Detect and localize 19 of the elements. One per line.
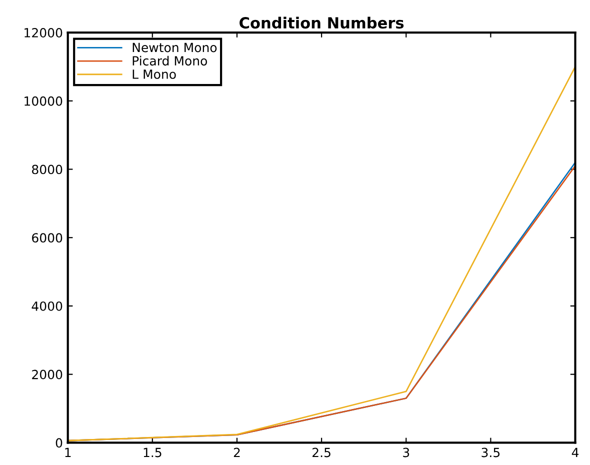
legend-label: Newton Mono bbox=[132, 42, 217, 52]
x-tick-label: 1 bbox=[65, 448, 71, 458]
y-tick-label: 4000 bbox=[32, 301, 62, 311]
legend-label: Picard Mono bbox=[132, 56, 208, 66]
x-tick-label: 1.5 bbox=[144, 448, 162, 458]
x-tick-label: 3 bbox=[403, 448, 410, 458]
y-tick-label: 10000 bbox=[24, 96, 62, 106]
x-tick-label: 2.5 bbox=[312, 448, 330, 458]
chart-title: Condition Numbers bbox=[240, 16, 404, 29]
y-tick-label: 12000 bbox=[24, 28, 62, 38]
y-tick-label: 6000 bbox=[32, 233, 62, 243]
x-tick-label: 2 bbox=[234, 448, 240, 458]
legend-label: L Mono bbox=[132, 70, 176, 79]
y-tick-label: 0 bbox=[56, 438, 62, 448]
line-series bbox=[68, 66, 576, 442]
y-tick-label: 2000 bbox=[32, 370, 62, 380]
x-tick-label: 4 bbox=[572, 448, 579, 458]
y-tick-label: 8000 bbox=[32, 164, 62, 174]
x-tick-label: 3.5 bbox=[482, 448, 500, 458]
